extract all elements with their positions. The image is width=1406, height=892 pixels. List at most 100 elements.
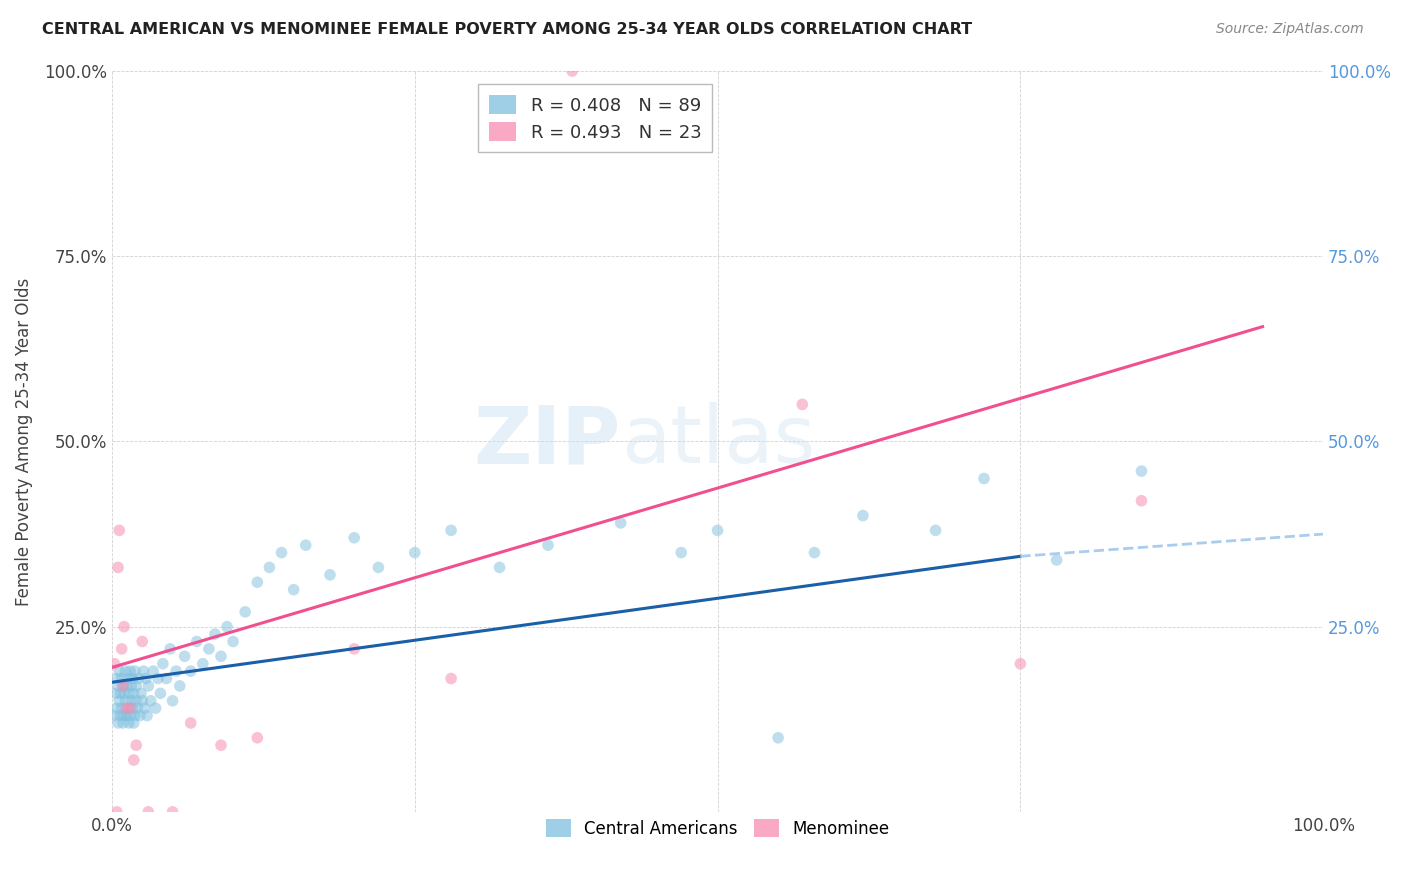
Point: [114, 664, 136, 678]
Point: [120, 694, 142, 708]
Point: [180, 664, 202, 678]
Point: [117, 701, 139, 715]
Point: [118, 686, 141, 700]
Point: [367, 560, 389, 574]
Point: [124, 708, 146, 723]
Point: [107, 560, 129, 574]
Point: [121, 672, 143, 686]
Point: [122, 686, 145, 700]
Point: [561, 64, 583, 78]
Point: [319, 567, 342, 582]
Point: [1010, 657, 1032, 671]
Point: [112, 620, 135, 634]
Point: [440, 524, 463, 538]
Point: [118, 716, 141, 731]
Point: [112, 708, 135, 723]
Point: [259, 560, 281, 574]
Legend: Central Americans, Menominee: Central Americans, Menominee: [538, 813, 896, 845]
Text: ZIP: ZIP: [474, 402, 620, 481]
Point: [105, 805, 128, 819]
Point: [283, 582, 305, 597]
Point: [173, 649, 195, 664]
Point: [233, 605, 256, 619]
Text: CENTRAL AMERICAN VS MENOMINEE FEMALE POVERTY AMONG 25-34 YEAR OLDS CORRELATION C: CENTRAL AMERICAN VS MENOMINEE FEMALE POV…: [42, 22, 973, 37]
Point: [132, 664, 155, 678]
Point: [125, 738, 148, 752]
Point: [104, 686, 127, 700]
Point: [134, 701, 156, 715]
Point: [115, 701, 138, 715]
Point: [111, 701, 134, 715]
Point: [115, 679, 138, 693]
Point: [111, 672, 134, 686]
Point: [145, 701, 167, 715]
Point: [803, 545, 825, 559]
Point: [136, 708, 159, 723]
Point: [165, 664, 187, 678]
Point: [108, 664, 131, 678]
Point: [122, 753, 145, 767]
Point: [111, 679, 134, 693]
Point: [111, 641, 134, 656]
Point: [120, 679, 142, 693]
Text: Source: ZipAtlas.com: Source: ZipAtlas.com: [1216, 22, 1364, 37]
Point: [246, 731, 269, 745]
Point: [215, 620, 238, 634]
Point: [131, 694, 153, 708]
Point: [149, 686, 172, 700]
Point: [1130, 493, 1153, 508]
Point: [209, 738, 232, 752]
Point: [766, 731, 789, 745]
Point: [103, 708, 125, 723]
Point: [343, 641, 366, 656]
Point: [191, 657, 214, 671]
Point: [121, 701, 143, 715]
Point: [120, 708, 142, 723]
Point: [124, 664, 146, 678]
Point: [128, 672, 150, 686]
Point: [117, 672, 139, 686]
Point: [186, 634, 208, 648]
Point: [105, 672, 128, 686]
Point: [706, 524, 728, 538]
Point: [107, 679, 129, 693]
Point: [105, 701, 128, 715]
Point: [125, 679, 148, 693]
Point: [204, 627, 226, 641]
Point: [122, 716, 145, 731]
Point: [135, 672, 157, 686]
Point: [108, 694, 131, 708]
Point: [146, 672, 169, 686]
Point: [222, 634, 245, 648]
Point: [115, 708, 138, 723]
Point: [1046, 553, 1069, 567]
Point: [120, 701, 142, 715]
Point: [294, 538, 316, 552]
Point: [129, 686, 152, 700]
Point: [128, 708, 150, 723]
Point: [125, 694, 148, 708]
Point: [162, 805, 184, 819]
Point: [246, 575, 269, 590]
Y-axis label: Female Poverty Among 25-34 Year Olds: Female Poverty Among 25-34 Year Olds: [15, 277, 32, 606]
Point: [108, 524, 131, 538]
Point: [270, 545, 292, 559]
Point: [131, 634, 153, 648]
Point: [609, 516, 631, 530]
Point: [440, 672, 463, 686]
Point: [404, 545, 426, 559]
Point: [114, 694, 136, 708]
Point: [537, 538, 560, 552]
Point: [852, 508, 875, 523]
Point: [973, 471, 995, 485]
Point: [792, 397, 814, 411]
Point: [180, 716, 202, 731]
Point: [209, 649, 232, 664]
Point: [112, 686, 135, 700]
Point: [111, 679, 134, 693]
Point: [110, 708, 132, 723]
Text: atlas: atlas: [620, 402, 815, 481]
Point: [1130, 464, 1153, 478]
Point: [488, 560, 510, 574]
Point: [136, 805, 159, 819]
